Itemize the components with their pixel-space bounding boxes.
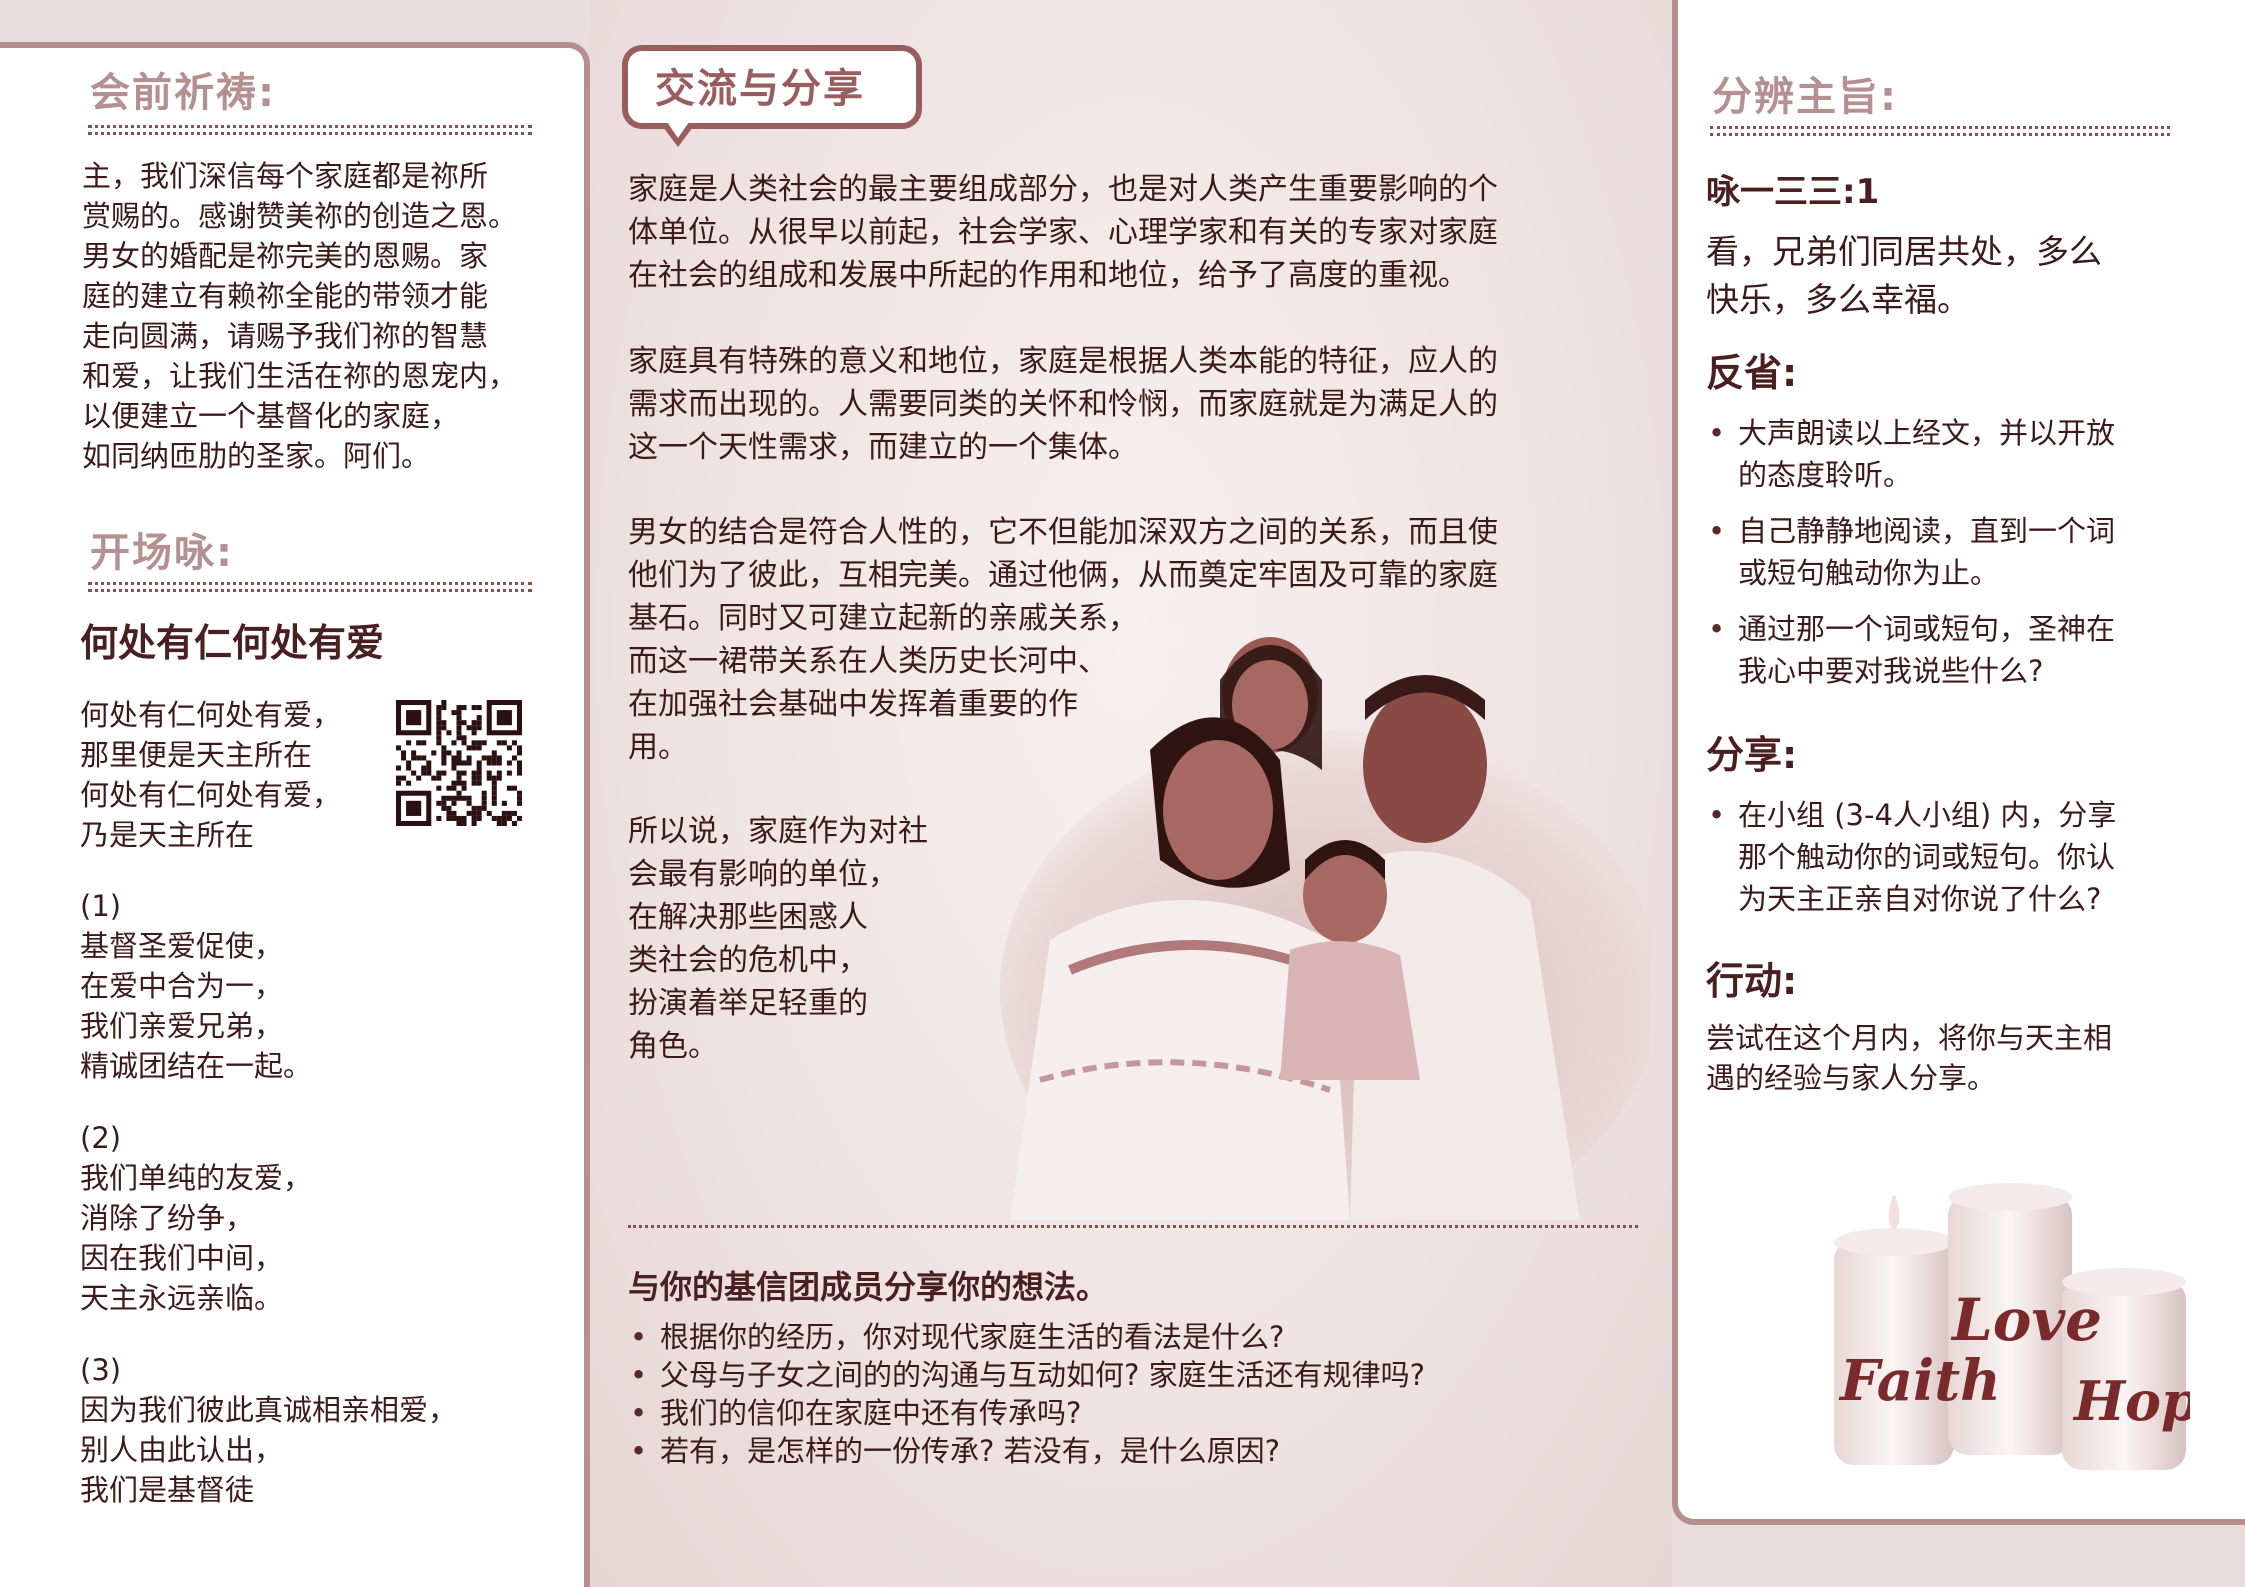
middle-paragraph-2: 家庭具有特殊的意义和地位，家庭是根据人类本能的特征，应人的 需求而出现的。人需要同… bbox=[628, 340, 1498, 469]
hymn-rule bbox=[88, 582, 532, 592]
action-line: 尝试在这个月内，将你与天主相 bbox=[1706, 1021, 2113, 1055]
bubble-title: 交流与分享 bbox=[655, 66, 865, 112]
verse-1-line: (1) bbox=[80, 889, 122, 923]
verse-1-text: (1) 基督圣爱促使， 在爱中合为一， 我们亲爱兄弟， 精诚团结在一起。 bbox=[80, 886, 312, 1086]
prayer-line: 以便建立一个基督化的家庭， bbox=[82, 399, 460, 433]
discern-title: 分辨主旨: bbox=[1712, 74, 1898, 120]
qr-code-icon bbox=[396, 700, 522, 826]
hymn-title: 开场咏: bbox=[90, 530, 234, 576]
middle-paragraph-1: 家庭是人类社会的最主要组成部分，也是对人类产生重要影响的个 体单位。从很早以前起，… bbox=[628, 168, 1498, 297]
share-heading: 分享: bbox=[1706, 733, 1798, 777]
prayer-line: 如同纳匝肋的圣家。阿们。 bbox=[82, 439, 431, 473]
question-list: 根据你的经历，你对现代家庭生活的看法是什么?父母与子女之间的的沟通与互动如何? … bbox=[626, 1318, 1666, 1470]
prayer-line: 走向圆满，请赐予我们祢的智慧 bbox=[82, 319, 489, 353]
song-title: 何处有仁何处有爱 bbox=[80, 621, 385, 665]
prayer-text: 主，我们深信每个家庭都是祢所 赏赐的。感谢赞美祢的创造之恩。 男女的婚配是祢完美的恩… bbox=[82, 156, 517, 476]
paragraph-2-line: 需求而出现的。人需要同类的关怀和怜悯，而家庭就是为满足人的 bbox=[628, 387, 1498, 422]
verse-2-line: 天主永远亲临。 bbox=[80, 1281, 284, 1315]
family-photo bbox=[1000, 637, 1650, 1220]
verse-1-line: 基督圣爱促使， bbox=[80, 929, 284, 963]
verse-1-line: 在爱中合为一， bbox=[80, 969, 284, 1003]
action-title: 行动: bbox=[1706, 959, 1798, 1003]
verse-1-line: 精诚团结在一起。 bbox=[80, 1049, 313, 1083]
share-list: 在小组 (3-4人小组) 内，分享那个触动你的词或短句。你认为天主正亲自对你说了… bbox=[1704, 794, 2174, 934]
question-item: 根据你的经历，你对现代家庭生活的看法是什么? bbox=[626, 1318, 1666, 1356]
prayer-line: 和爱，让我们生活在祢的恩宠内， bbox=[82, 359, 518, 393]
prayer-line: 主，我们深信每个家庭都是祢所 bbox=[82, 159, 489, 193]
discern-rule bbox=[1710, 126, 2170, 136]
paragraph-4-line: 角色。 bbox=[628, 1029, 718, 1064]
prayer-line: 赏赐的。感谢赞美祢的创造之恩。 bbox=[82, 199, 518, 233]
paragraph-1-line: 体单位。从很早以前起，社会学家、心理学家和有关的专家对家庭 bbox=[628, 215, 1498, 250]
share-item: 在小组 (3-4人小组) 内，分享那个触动你的词或短句。你认为天主正亲自对你说了… bbox=[1704, 794, 2174, 920]
action-text: 尝试在这个月内，将你与天主相 遇的经验与家人分享。 bbox=[1706, 1018, 2112, 1098]
verse-2-line: 因在我们中间， bbox=[80, 1241, 284, 1275]
psalm-text: 看，兄弟们同居共处，多么 快乐，多么幸福。 bbox=[1706, 228, 2102, 324]
prayer-line: 庭的建立有赖祢全能的带领才能 bbox=[82, 279, 489, 313]
paragraph-3-line: 用。 bbox=[628, 730, 688, 765]
chorus-line: 何处有仁何处有爱， bbox=[80, 778, 342, 812]
chorus-text: 何处有仁何处有爱， 那里便是天主所在 何处有仁何处有爱， 乃是天主所在 bbox=[80, 695, 341, 855]
paragraph-4-line: 在解决那些困惑人 bbox=[628, 900, 868, 935]
paragraph-1-line: 家庭是人类社会的最主要组成部分，也是对人类产生重要影响的个 bbox=[628, 172, 1498, 207]
share-title: 与你的基信团成员分享你的想法。 bbox=[628, 1268, 1109, 1306]
candles-image: Faith Love Hope bbox=[1834, 1183, 2190, 1470]
question-item: 父母与子女之间的的沟通与互动如何? 家庭生活还有规律吗? bbox=[626, 1356, 1666, 1394]
paragraph-4-line: 类社会的危机中， bbox=[628, 943, 868, 978]
paragraph-3-line: 而这一裙带关系在人类历史长河中、 bbox=[628, 644, 1108, 679]
paragraph-3-line: 男女的结合是符合人性的，它不但能加深双方之间的关系，而且使 bbox=[628, 515, 1498, 550]
paragraph-2-line: 这一个天性需求，而建立的一个集体。 bbox=[628, 430, 1138, 465]
reflect-title: 反省: bbox=[1706, 351, 1798, 395]
paragraph-4-line: 所以说，家庭作为对社 bbox=[628, 814, 928, 849]
reflect-list: 大声朗读以上经文，并以开放的态度聆听。自己静静地阅读，直到一个词或短句触动你为止… bbox=[1704, 412, 2174, 706]
middle-paragraph-3: 男女的结合是符合人性的，它不但能加深双方之间的关系，而且使 他们为了彼此，互相完美… bbox=[628, 511, 1498, 769]
candle-word-faith: Faith bbox=[1838, 1348, 2001, 1414]
paragraph-2-line: 家庭具有特殊的意义和地位，家庭是根据人类本能的特征，应人的 bbox=[628, 344, 1498, 379]
chorus-line: 那里便是天主所在 bbox=[80, 738, 313, 772]
middle-paragraph-4: 所以说，家庭作为对社 会最有影响的单位， 在解决那些困惑人 类社会的危机中， 扮演着举足… bbox=[628, 810, 928, 1068]
verse-2-text: (2) 我们单纯的友爱， 消除了纷争， 因在我们中间， 天主永远亲临。 bbox=[80, 1118, 312, 1318]
prayer-rule bbox=[88, 125, 532, 135]
question-item: 我们的信仰在家庭中还有传承吗? bbox=[626, 1394, 1666, 1432]
verse-2-line: (2) bbox=[80, 1121, 122, 1155]
psalm-reference: 咏一三三:1 bbox=[1706, 172, 1880, 212]
psalm-line: 看，兄弟们同居共处，多么 bbox=[1706, 232, 2102, 271]
candle-word-love: Love bbox=[1950, 1286, 2102, 1354]
prayer-title: 会前祈祷: bbox=[90, 70, 276, 116]
paragraph-3-line: 他们为了彼此，互相完美。通过他俩，从而奠定牢固及可靠的家庭 bbox=[628, 558, 1498, 593]
share-rule bbox=[628, 1225, 1638, 1228]
verse-3-line: 别人由此认出， bbox=[80, 1433, 284, 1467]
speech-bubble bbox=[622, 45, 922, 129]
paragraph-3-line: 基石。同时又可建立起新的亲戚关系， bbox=[628, 601, 1138, 636]
verse-2-line: 我们单纯的友爱， bbox=[80, 1161, 313, 1195]
verse-3-text: (3) 因为我们彼此真诚相亲相爱， 别人由此认出， 我们是基督徒 bbox=[80, 1350, 457, 1510]
verse-2-line: 消除了纷争， bbox=[80, 1201, 255, 1235]
paragraph-4-line: 扮演着举足轻重的 bbox=[628, 986, 868, 1021]
candle-word-hope: Hope bbox=[2072, 1369, 2190, 1433]
chorus-line: 乃是天主所在 bbox=[80, 818, 255, 852]
verse-3-line: 我们是基督徒 bbox=[80, 1473, 255, 1507]
chorus-line: 何处有仁何处有爱， bbox=[80, 698, 342, 732]
verse-3-line: (3) bbox=[80, 1353, 122, 1387]
action-line: 遇的经验与家人分享。 bbox=[1706, 1061, 1997, 1095]
paragraph-4-line: 会最有影响的单位， bbox=[628, 857, 898, 892]
paragraph-1-line: 在社会的组成和发展中所起的作用和地位，给予了高度的重视。 bbox=[628, 258, 1468, 293]
verse-1-line: 我们亲爱兄弟， bbox=[80, 1009, 284, 1043]
psalm-line: 快乐，多么幸福。 bbox=[1706, 280, 1970, 319]
prayer-line: 男女的婚配是祢完美的恩赐。家 bbox=[82, 239, 489, 273]
verse-3-line: 因为我们彼此真诚相亲相爱， bbox=[80, 1393, 458, 1427]
question-item: 若有，是怎样的一份传承? 若没有，是什么原因? bbox=[626, 1432, 1666, 1470]
paragraph-3-line: 在加强社会基础中发挥着重要的作 bbox=[628, 687, 1078, 722]
